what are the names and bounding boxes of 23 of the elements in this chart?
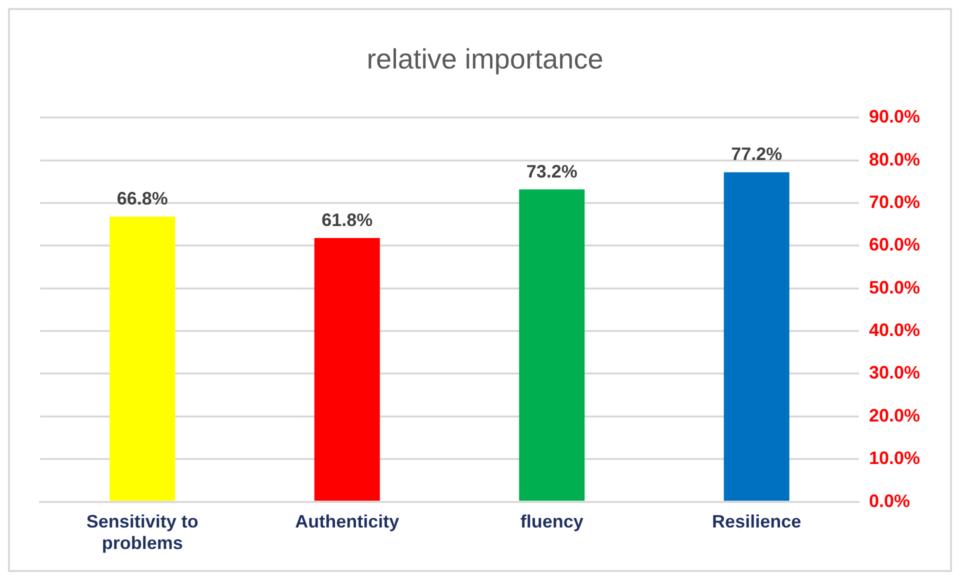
bar [314,238,380,501]
bar [519,189,585,501]
x-tick-label: Authenticity [295,512,400,532]
x-tick-label: fluency [520,512,584,532]
y-tick-label: 50.0% [868,277,920,298]
data-label: 61.8% [322,210,373,230]
data-label: 73.2% [526,161,578,182]
y-tick-label: 30.0% [868,362,920,383]
y-tick-label: 20.0% [868,405,920,426]
y-tick-label: 60.0% [868,234,920,255]
y-tick-label: 0.0% [868,490,910,511]
x-tick-label: Sensitivity to problems [86,512,198,554]
bar [110,216,176,501]
data-label: 66.8% [116,188,168,209]
y-tick-label: 70.0% [868,192,920,212]
y-tick-label: 40.0% [868,320,920,340]
chart-title: relative importance [366,44,604,75]
y-tick-label: 90.0% [868,106,920,127]
y-tick-label: 80.0% [868,149,920,170]
bar [724,172,790,501]
x-tick-label: Resilience [712,512,802,532]
data-label: 77.2% [731,144,782,164]
y-tick-label: 10.0% [868,448,920,468]
